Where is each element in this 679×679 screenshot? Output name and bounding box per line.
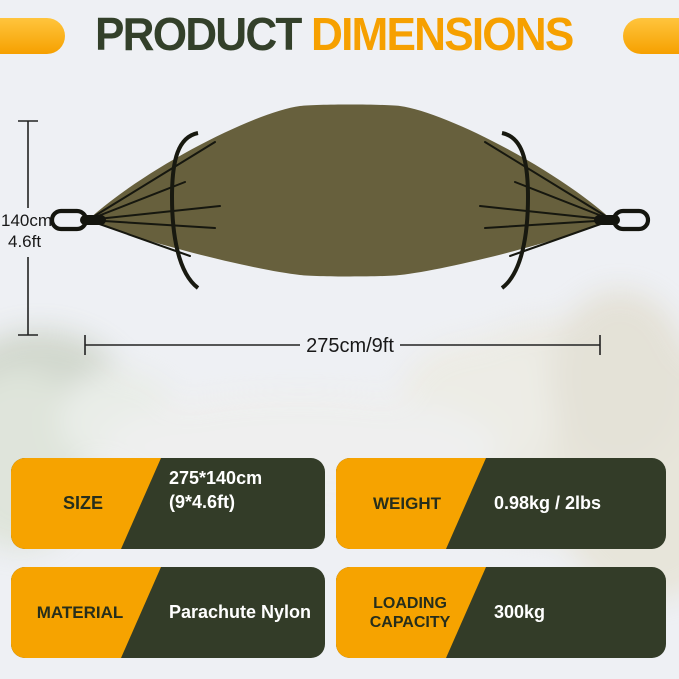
svg-text:275cm/9ft: 275cm/9ft [306,335,394,357]
svg-text:140cm: 140cm [1,211,52,230]
svg-text:4.6ft: 4.6ft [8,232,41,251]
